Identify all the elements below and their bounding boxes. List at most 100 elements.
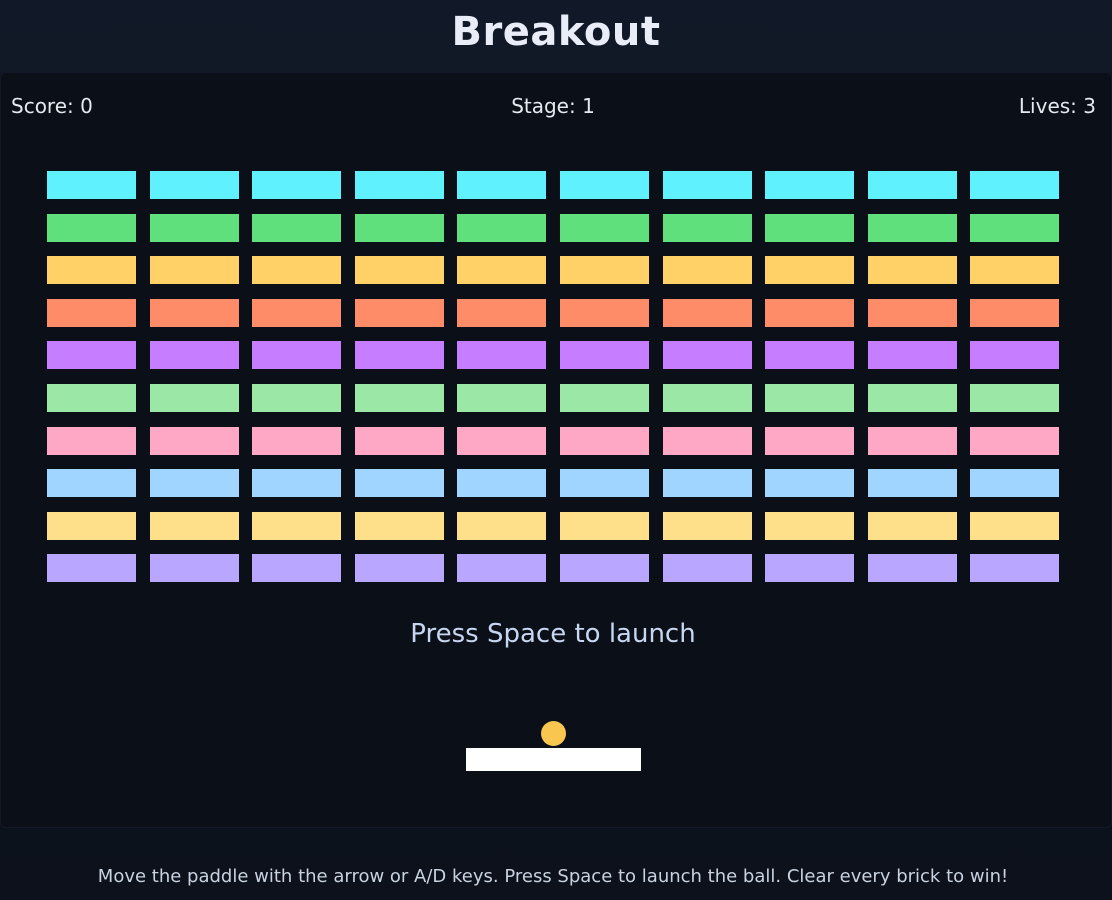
- brick: [663, 469, 752, 497]
- stage-display: Stage: 1: [511, 94, 595, 118]
- brick: [457, 512, 546, 540]
- brick: [560, 171, 649, 199]
- brick: [765, 256, 854, 284]
- brick: [868, 214, 957, 242]
- brick: [252, 299, 341, 327]
- brick: [457, 427, 546, 455]
- brick: [868, 512, 957, 540]
- brick: [150, 299, 239, 327]
- brick: [663, 341, 752, 369]
- brick: [252, 427, 341, 455]
- brick: [765, 384, 854, 412]
- brick: [47, 299, 136, 327]
- score-display: Score: 0: [11, 94, 93, 118]
- brick: [970, 469, 1059, 497]
- brick: [355, 427, 444, 455]
- brick: [868, 554, 957, 582]
- brick: [663, 214, 752, 242]
- brick: [355, 512, 444, 540]
- brick: [868, 171, 957, 199]
- brick: [970, 341, 1059, 369]
- brick: [150, 171, 239, 199]
- brick: [252, 554, 341, 582]
- brick: [868, 427, 957, 455]
- brick: [150, 512, 239, 540]
- brick: [663, 554, 752, 582]
- brick: [560, 384, 649, 412]
- brick: [355, 341, 444, 369]
- brick: [355, 299, 444, 327]
- brick: [150, 256, 239, 284]
- ball: [541, 721, 566, 746]
- brick: [252, 171, 341, 199]
- brick: [765, 299, 854, 327]
- brick: [457, 341, 546, 369]
- brick: [663, 256, 752, 284]
- brick: [970, 427, 1059, 455]
- brick: [765, 469, 854, 497]
- brick: [970, 256, 1059, 284]
- brick-grid: [47, 171, 1059, 582]
- brick: [457, 299, 546, 327]
- brick: [560, 214, 649, 242]
- brick: [560, 299, 649, 327]
- brick: [252, 341, 341, 369]
- brick: [970, 214, 1059, 242]
- brick: [970, 512, 1059, 540]
- brick: [970, 384, 1059, 412]
- brick: [47, 171, 136, 199]
- paddle[interactable]: [466, 748, 641, 771]
- brick: [252, 469, 341, 497]
- brick: [150, 214, 239, 242]
- brick: [252, 256, 341, 284]
- brick: [252, 512, 341, 540]
- brick: [868, 469, 957, 497]
- brick: [47, 554, 136, 582]
- instructions-text: Move the paddle with the arrow or A/D ke…: [97, 866, 1009, 887]
- brick: [663, 299, 752, 327]
- brick: [150, 384, 239, 412]
- brick: [868, 341, 957, 369]
- brick: [252, 384, 341, 412]
- brick: [355, 171, 444, 199]
- lives-display: Lives: 3: [1018, 94, 1096, 118]
- brick: [150, 427, 239, 455]
- brick: [252, 214, 341, 242]
- brick: [970, 554, 1059, 582]
- brick: [560, 256, 649, 284]
- brick: [868, 299, 957, 327]
- brick: [970, 171, 1059, 199]
- brick: [47, 256, 136, 284]
- brick: [868, 384, 957, 412]
- brick: [47, 427, 136, 455]
- brick: [663, 427, 752, 455]
- brick: [560, 341, 649, 369]
- brick: [765, 171, 854, 199]
- brick: [663, 512, 752, 540]
- brick: [457, 256, 546, 284]
- brick: [457, 469, 546, 497]
- brick: [457, 171, 546, 199]
- brick: [47, 341, 136, 369]
- brick: [150, 341, 239, 369]
- brick: [47, 469, 136, 497]
- brick: [47, 384, 136, 412]
- brick: [457, 554, 546, 582]
- brick: [765, 512, 854, 540]
- brick: [970, 299, 1059, 327]
- game-title: Breakout: [451, 9, 661, 55]
- brick: [457, 214, 546, 242]
- launch-prompt: Press Space to launch: [410, 619, 696, 649]
- brick: [355, 256, 444, 284]
- brick: [355, 384, 444, 412]
- brick: [560, 554, 649, 582]
- brick: [355, 214, 444, 242]
- brick: [150, 469, 239, 497]
- brick: [663, 384, 752, 412]
- brick: [560, 512, 649, 540]
- brick: [355, 469, 444, 497]
- brick: [47, 214, 136, 242]
- brick: [560, 469, 649, 497]
- brick: [765, 341, 854, 369]
- brick: [150, 554, 239, 582]
